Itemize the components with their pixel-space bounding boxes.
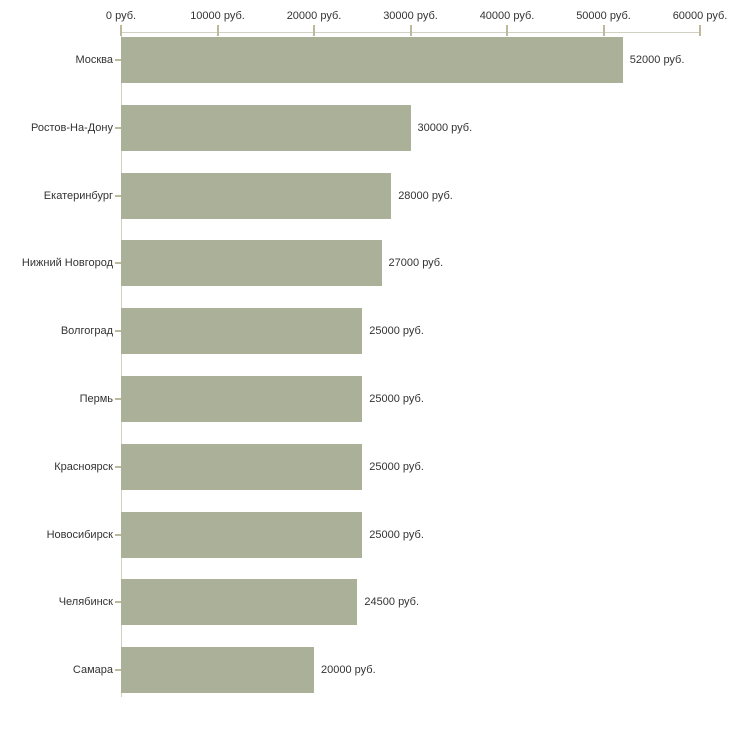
y-axis-tick-mark: [115, 194, 121, 197]
y-axis-tick-mark: [115, 59, 121, 61]
category-label: Пермь: [79, 393, 113, 405]
x-axis-tick-mark: [506, 25, 508, 36]
bar-row: Красноярск 25000 руб.: [0, 443, 730, 490]
bar-row: Челябинск 24500 руб.: [0, 579, 730, 626]
category-label: Ростов-На-Дону: [30, 121, 113, 134]
x-axis-tick-label: 0 руб.: [105, 10, 137, 22]
value-label: 27000 руб.: [388, 257, 444, 270]
value-label: 25000 руб.: [369, 393, 424, 405]
x-axis-tick-label: 30000 руб.: [383, 10, 438, 22]
x-axis-tick-mark: [216, 25, 219, 36]
bar: [121, 308, 363, 355]
bar-row: Новосибирск 25000 руб.: [0, 511, 730, 558]
category-label: Красноярск: [54, 460, 113, 473]
bar-row: Самара 20000 руб.: [0, 647, 730, 694]
x-axis-tick-mark: [602, 25, 605, 36]
value-label: 30000 руб.: [417, 121, 473, 134]
category-label: Екатеринбург: [43, 189, 113, 202]
x-axis-tick-label: 60000 руб.: [672, 10, 728, 22]
bar-row: Пермь 25000 руб.: [0, 376, 730, 422]
value-label: 52000 руб.: [629, 54, 685, 66]
bar: [121, 443, 363, 490]
bar: [121, 376, 363, 422]
x-axis-tick-label: 20000 руб.: [286, 10, 342, 22]
bar: [121, 511, 363, 558]
y-axis-tick-mark: [115, 533, 121, 536]
y-axis-tick-mark: [115, 465, 121, 468]
bar: [121, 240, 382, 287]
y-axis-tick-mark: [115, 601, 121, 604]
category-label: Нижний Новгород: [21, 257, 113, 270]
bar: [121, 37, 623, 83]
x-axis-tick-mark: [699, 25, 701, 36]
value-label: 28000 руб.: [398, 189, 453, 202]
value-label: 20000 руб.: [321, 664, 376, 677]
y-axis-tick-mark: [115, 398, 121, 400]
category-label: Волгоград: [60, 325, 113, 338]
x-axis-tick-label: 50000 руб.: [576, 10, 631, 22]
category-label: Челябинск: [58, 596, 113, 609]
category-label: Новосибирск: [46, 528, 113, 541]
y-axis-tick-mark: [115, 126, 121, 129]
y-axis-tick-mark: [115, 262, 121, 265]
bar-row: Ростов-На-Дону 30000 руб.: [0, 104, 730, 151]
bar-row: Нижний Новгород 27000 руб.: [0, 240, 730, 287]
y-axis-tick-mark: [115, 330, 121, 333]
bar: [121, 647, 314, 694]
bar: [121, 104, 411, 151]
bar: [121, 172, 392, 219]
bar-row: Волгоград 25000 руб.: [0, 308, 730, 355]
bar-row: Екатеринбург 28000 руб.: [0, 172, 730, 219]
x-axis-tick-label: 10000 руб.: [190, 10, 245, 22]
x-axis-tick-mark: [120, 25, 122, 36]
value-label: 24500 руб.: [364, 596, 420, 609]
x-axis-tick-label: 40000 руб.: [479, 10, 535, 22]
x-axis-tick-mark: [313, 25, 315, 36]
value-label: 25000 руб.: [369, 460, 424, 473]
category-label: Москва: [75, 54, 113, 66]
value-label: 25000 руб.: [369, 528, 424, 541]
bar: [121, 579, 358, 626]
bar-row: Москва 52000 руб.: [0, 37, 730, 83]
y-axis-tick-mark: [115, 669, 121, 672]
value-label: 25000 руб.: [369, 325, 424, 338]
y-axis-line: [121, 32, 122, 697]
category-label: Самара: [72, 664, 113, 677]
x-axis-tick-mark: [409, 25, 412, 36]
